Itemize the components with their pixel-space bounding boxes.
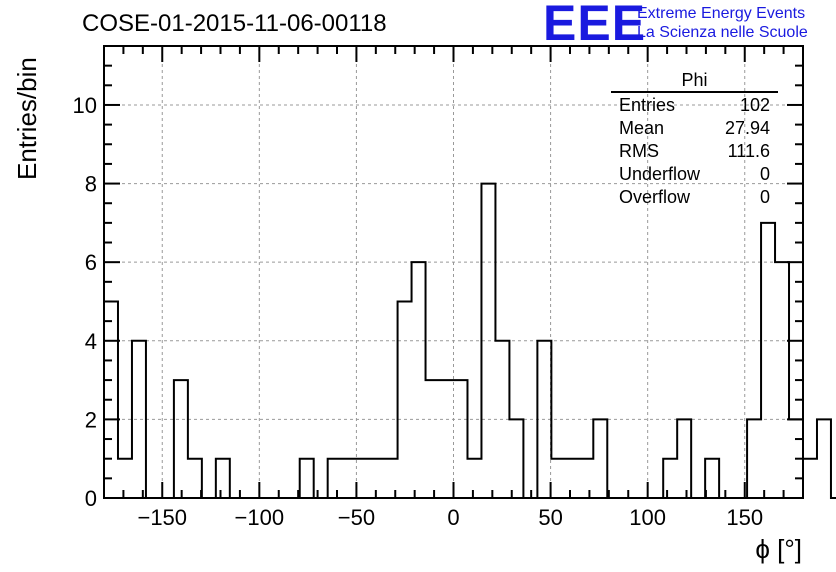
logo-line-2: La Scienza nelle Scuole <box>637 24 808 41</box>
chart-title: COSE-01-2015-11-06-00118 <box>82 10 387 37</box>
stats-row-entries: Entries 102 <box>619 95 770 115</box>
y-tick-label: 8 <box>85 172 97 197</box>
y-tick-label: 0 <box>85 486 97 511</box>
x-tick-labels: −150 −100 −50 0 50 100 150 <box>137 505 763 530</box>
y-tick-labels: 0 2 4 6 8 10 <box>73 93 97 511</box>
stats-row-underflow: Underflow 0 <box>619 164 770 184</box>
stats-row-overflow: Overflow 0 <box>619 187 770 207</box>
x-tick-label: 100 <box>629 505 666 530</box>
eee-logo: EEE <box>543 0 647 51</box>
x-tick-label: 0 <box>447 505 459 530</box>
stats-box: Phi Entries 102 Mean 27.94 RMS 111.6 Underf… <box>611 70 778 209</box>
x-tick-label: −150 <box>137 505 187 530</box>
y-tick-label: 2 <box>85 407 97 432</box>
x-tick-label: 150 <box>726 505 763 530</box>
stats-row-mean: Mean 27.94 <box>619 118 770 138</box>
y-tick-label: 6 <box>85 250 97 275</box>
axis-ticks <box>103 45 804 499</box>
x-axis-label: ϕ [°] <box>755 534 802 564</box>
histogram-series-phi <box>104 182 836 499</box>
logo-line-1: Extreme Energy Events <box>637 5 806 22</box>
stats-row-rms: RMS 111.6 <box>619 141 770 161</box>
y-tick-label: 10 <box>73 93 97 118</box>
x-tick-label: −100 <box>235 505 285 530</box>
y-tick-label: 4 <box>85 329 97 354</box>
stats-box-title: Phi <box>611 70 778 93</box>
eee-logo-text: Extreme Energy Events La Scienza nelle S… <box>637 4 808 42</box>
x-tick-label: −50 <box>338 505 375 530</box>
x-tick-label: 50 <box>538 505 562 530</box>
y-axis-label: Entries/bin <box>12 57 42 180</box>
